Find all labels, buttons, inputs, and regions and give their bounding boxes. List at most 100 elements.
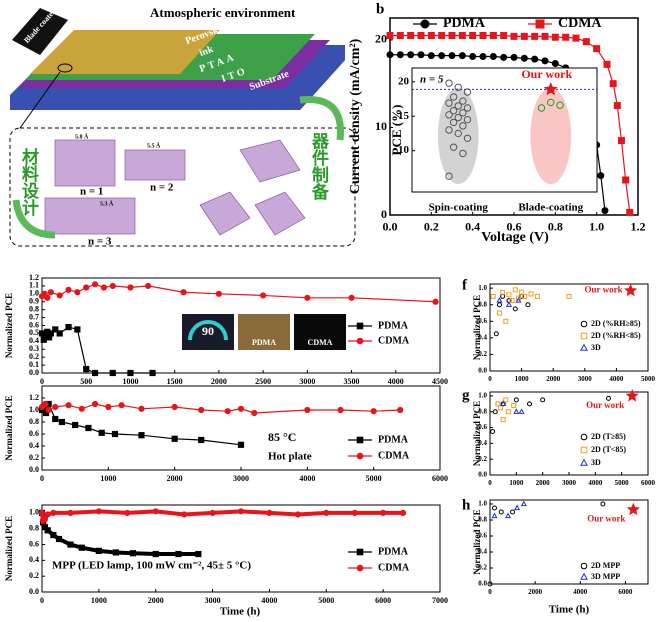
marker (600, 501, 606, 507)
marker (44, 511, 51, 518)
x-tick-label: 0.2 (424, 220, 439, 234)
y-tick-label: 0.8 (29, 417, 39, 426)
environment-label: Atmospheric environment (150, 5, 296, 20)
marker (396, 32, 404, 40)
y-tick-label: 1.0 (29, 508, 39, 517)
marker (42, 400, 49, 408)
marker (531, 32, 539, 40)
marker (380, 509, 387, 517)
marker (514, 504, 521, 511)
legend-label: 3D (591, 343, 601, 352)
marker (463, 115, 472, 124)
y-tick-label: 0.4 (29, 555, 39, 564)
marker (492, 409, 498, 415)
marker (304, 294, 311, 301)
y-tick-label: 0.6 (29, 429, 39, 438)
marker (505, 512, 512, 519)
marker (512, 306, 518, 312)
marker (511, 402, 517, 408)
x-tick-label: 4500 (432, 377, 448, 386)
marker (45, 406, 52, 414)
marker (495, 401, 501, 407)
marker (237, 441, 245, 448)
x-tick-label: 6000 (375, 596, 391, 605)
marker (510, 53, 518, 61)
x-tick-label: 6000 (432, 474, 448, 483)
marker (175, 550, 182, 558)
legend-marker (356, 452, 364, 460)
marker (52, 326, 59, 333)
marker (397, 406, 404, 414)
marker (427, 32, 435, 40)
x-tick-label: 5000 (318, 596, 334, 605)
x-tick-label: 4000 (588, 479, 603, 487)
marker (617, 137, 625, 145)
marker (396, 51, 404, 59)
marker (95, 547, 102, 554)
legend-label: 3D (591, 458, 601, 467)
marker (78, 544, 85, 551)
arrow (299, 96, 344, 141)
marker (44, 527, 51, 534)
marker (593, 45, 601, 53)
blade-coater (12, 8, 68, 55)
crystal-3d (239, 139, 301, 183)
marker (224, 408, 231, 415)
y-tick-label: 0.6 (478, 532, 487, 540)
y-tick-label: 0.4 (478, 548, 487, 556)
x-tick-label: 1000 (91, 596, 107, 605)
x-tick-label: 3000 (233, 474, 249, 483)
arrow (12, 199, 56, 239)
marker (386, 51, 394, 59)
marker (448, 52, 456, 60)
marker (597, 172, 605, 180)
marker (111, 430, 119, 438)
y-tick-label: 1.0 (478, 392, 487, 400)
marker (118, 402, 125, 409)
marker (496, 297, 503, 303)
y-tick-label: 0.8 (478, 407, 487, 415)
x-tick-label: 3000 (205, 596, 221, 605)
photo-label: PDMA (252, 338, 276, 347)
marker (195, 550, 202, 558)
marker (500, 417, 506, 423)
legend-label: 2D (%RH<85) (591, 331, 641, 340)
legend-label: 3D MPP (591, 572, 620, 581)
marker (152, 508, 159, 515)
y-tick-label: 10 (398, 144, 410, 156)
y-tick-label: 0.6 (29, 539, 39, 548)
marker (609, 80, 617, 88)
x-tick-label: 5000 (641, 375, 656, 383)
x-tick-label: 6000 (641, 479, 656, 487)
x-tick-label: 4000 (573, 588, 588, 596)
y-tick-label: 1.2 (29, 393, 39, 402)
y-tick-label: 0.2 (478, 455, 487, 463)
marker (515, 297, 522, 303)
y-tick-label: 0.6 (478, 423, 487, 431)
marker (91, 400, 99, 408)
legend-marker (580, 562, 588, 570)
x-tick-label: 0 (488, 375, 492, 383)
marker (454, 83, 462, 91)
marker (100, 284, 108, 291)
plot-frame (489, 499, 649, 585)
marker (348, 294, 355, 301)
x-tick-label: 5000 (615, 479, 630, 487)
marker (67, 509, 74, 517)
marker (432, 298, 439, 305)
marker (459, 122, 467, 130)
x-tick-label: 2000 (211, 377, 227, 386)
marker (500, 53, 508, 61)
marker (525, 302, 531, 308)
marker (503, 397, 509, 403)
marker (448, 32, 456, 40)
marker (496, 302, 502, 308)
legend-label: PDMA (378, 434, 409, 445)
y-tick-label: 0.4 (478, 439, 487, 447)
marker (127, 284, 134, 291)
y-tick-label: 10 (375, 119, 387, 133)
marker (566, 293, 572, 299)
legend-marker (580, 320, 588, 328)
marker (91, 281, 99, 288)
marker (500, 400, 507, 406)
